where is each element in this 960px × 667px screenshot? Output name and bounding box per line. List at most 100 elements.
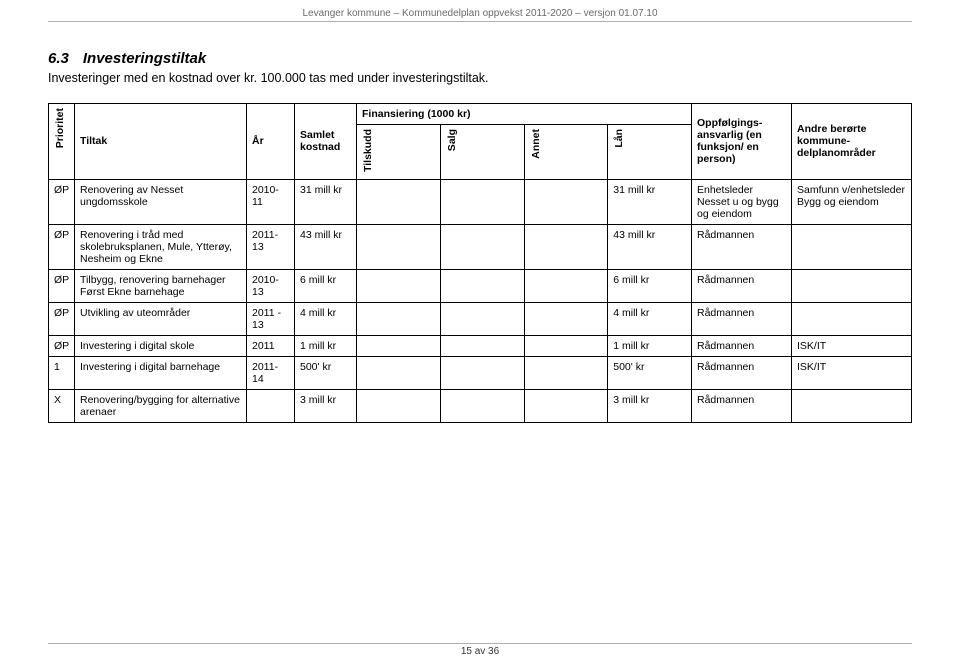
cell-andre xyxy=(792,224,912,269)
col-lan-header: Lån xyxy=(608,125,692,180)
cell-oppf: Rådmannen xyxy=(692,224,792,269)
cell-ar: 2011 xyxy=(247,335,295,356)
table-header-row-1: Prioritet Tiltak År Samlet kostnad Finan… xyxy=(49,104,912,125)
header-prioritet-text: Prioritet xyxy=(54,108,66,148)
cell-salg xyxy=(440,389,524,422)
cell-lan: 6 mill kr xyxy=(608,269,692,302)
cell-annet xyxy=(524,356,608,389)
cell-salg xyxy=(440,302,524,335)
cell-tiltak: Investering i digital barnehage xyxy=(75,356,247,389)
cell-lan: 1 mill kr xyxy=(608,335,692,356)
cell-samlet: 4 mill kr xyxy=(295,302,357,335)
cell-lan: 3 mill kr xyxy=(608,389,692,422)
cell-prioritet: 1 xyxy=(49,356,75,389)
cell-oppf: Rådmannen xyxy=(692,356,792,389)
section-subtext: Investeringer med en kostnad over kr. 10… xyxy=(48,71,912,85)
col-annet-header: Annet xyxy=(524,125,608,180)
cell-tiltak: Utvikling av uteområder xyxy=(75,302,247,335)
cell-oppf: Rådmannen xyxy=(692,302,792,335)
cell-tilskudd xyxy=(357,302,441,335)
col-salg-header: Salg xyxy=(440,125,524,180)
cell-lan: 31 mill kr xyxy=(608,179,692,224)
section-heading: 6.3Investeringstiltak xyxy=(48,50,912,67)
cell-samlet: 43 mill kr xyxy=(295,224,357,269)
cell-prioritet: ØP xyxy=(49,224,75,269)
cell-annet xyxy=(524,269,608,302)
cell-samlet: 6 mill kr xyxy=(295,269,357,302)
col-ar-header: År xyxy=(247,104,295,180)
cell-ar: 2010-13 xyxy=(247,269,295,302)
cell-tilskudd xyxy=(357,356,441,389)
section-number: 6.3 xyxy=(48,50,69,67)
header-salg-text: Salg xyxy=(446,129,458,151)
cell-tilskudd xyxy=(357,179,441,224)
cell-andre: ISK/IT xyxy=(792,335,912,356)
table-row: ØP Renovering i tråd med skolebruksplane… xyxy=(49,224,912,269)
cell-tilskudd xyxy=(357,335,441,356)
cell-salg xyxy=(440,224,524,269)
col-tiltak-header: Tiltak xyxy=(75,104,247,180)
table-row: ØP Tilbygg, renovering barnehager Først … xyxy=(49,269,912,302)
cell-salg xyxy=(440,179,524,224)
cell-annet xyxy=(524,302,608,335)
cell-oppf: Rådmannen xyxy=(692,269,792,302)
table-row: ØP Investering i digital skole 2011 1 mi… xyxy=(49,335,912,356)
cell-prioritet: ØP xyxy=(49,269,75,302)
header-tilskudd-text: Tilskudd xyxy=(362,129,374,172)
cell-tilskudd xyxy=(357,269,441,302)
investeringstiltak-table: Prioritet Tiltak År Samlet kostnad Finan… xyxy=(48,103,912,423)
cell-tiltak: Investering i digital skole xyxy=(75,335,247,356)
header-lan-text: Lån xyxy=(613,129,625,148)
page-footer: 15 av 36 xyxy=(0,643,960,657)
cell-lan: 4 mill kr xyxy=(608,302,692,335)
cell-tiltak: Tilbygg, renovering barnehager Først Ekn… xyxy=(75,269,247,302)
cell-salg xyxy=(440,335,524,356)
cell-annet xyxy=(524,179,608,224)
table-row: 1 Investering i digital barnehage 2011-1… xyxy=(49,356,912,389)
cell-annet xyxy=(524,389,608,422)
doc-top-header: Levanger kommune – Kommunedelplan oppvek… xyxy=(48,0,912,21)
table-row: X Renovering/bygging for alternative are… xyxy=(49,389,912,422)
cell-ar: 2011-13 xyxy=(247,224,295,269)
col-prioritet-header: Prioritet xyxy=(49,104,75,180)
table-body: ØP Renovering av Nesset ungdomsskole 201… xyxy=(49,179,912,422)
cell-oppf: Rådmannen xyxy=(692,335,792,356)
cell-ar: 2011-14 xyxy=(247,356,295,389)
cell-ar xyxy=(247,389,295,422)
cell-andre xyxy=(792,302,912,335)
cell-andre: Samfunn v/enhetsleder Bygg og eiendom xyxy=(792,179,912,224)
cell-oppf: Rådmannen xyxy=(692,389,792,422)
table-row: ØP Renovering av Nesset ungdomsskole 201… xyxy=(49,179,912,224)
cell-prioritet: ØP xyxy=(49,335,75,356)
cell-salg xyxy=(440,269,524,302)
cell-lan: 500' kr xyxy=(608,356,692,389)
cell-tiltak: Renovering/bygging for alternative arena… xyxy=(75,389,247,422)
footer-divider xyxy=(48,643,912,644)
cell-tilskudd xyxy=(357,389,441,422)
cell-ar: 2011 - 13 xyxy=(247,302,295,335)
col-tilskudd-header: Tilskudd xyxy=(357,125,441,180)
cell-ar: 2010-11 xyxy=(247,179,295,224)
page-number: 15 av 36 xyxy=(461,646,499,657)
table-row: ØP Utvikling av uteområder 2011 - 13 4 m… xyxy=(49,302,912,335)
cell-lan: 43 mill kr xyxy=(608,224,692,269)
cell-salg xyxy=(440,356,524,389)
cell-samlet: 500' kr xyxy=(295,356,357,389)
cell-andre: ISK/IT xyxy=(792,356,912,389)
cell-andre xyxy=(792,389,912,422)
cell-annet xyxy=(524,335,608,356)
cell-oppf: Enhetsleder Nesset u og bygg og eiendom xyxy=(692,179,792,224)
cell-tiltak: Renovering i tråd med skolebruksplanen, … xyxy=(75,224,247,269)
cell-tiltak: Renovering av Nesset ungdomsskole xyxy=(75,179,247,224)
cell-samlet: 3 mill kr xyxy=(295,389,357,422)
cell-tilskudd xyxy=(357,224,441,269)
cell-andre xyxy=(792,269,912,302)
col-andre-header: Andre berørte kommune-delplanområder xyxy=(792,104,912,180)
col-samlet-header: Samlet kostnad xyxy=(295,104,357,180)
col-oppfolging-header: Oppfølgings-ansvarlig (en funksjon/ en p… xyxy=(692,104,792,180)
cell-prioritet: ØP xyxy=(49,302,75,335)
cell-prioritet: ØP xyxy=(49,179,75,224)
cell-samlet: 1 mill kr xyxy=(295,335,357,356)
cell-annet xyxy=(524,224,608,269)
cell-prioritet: X xyxy=(49,389,75,422)
